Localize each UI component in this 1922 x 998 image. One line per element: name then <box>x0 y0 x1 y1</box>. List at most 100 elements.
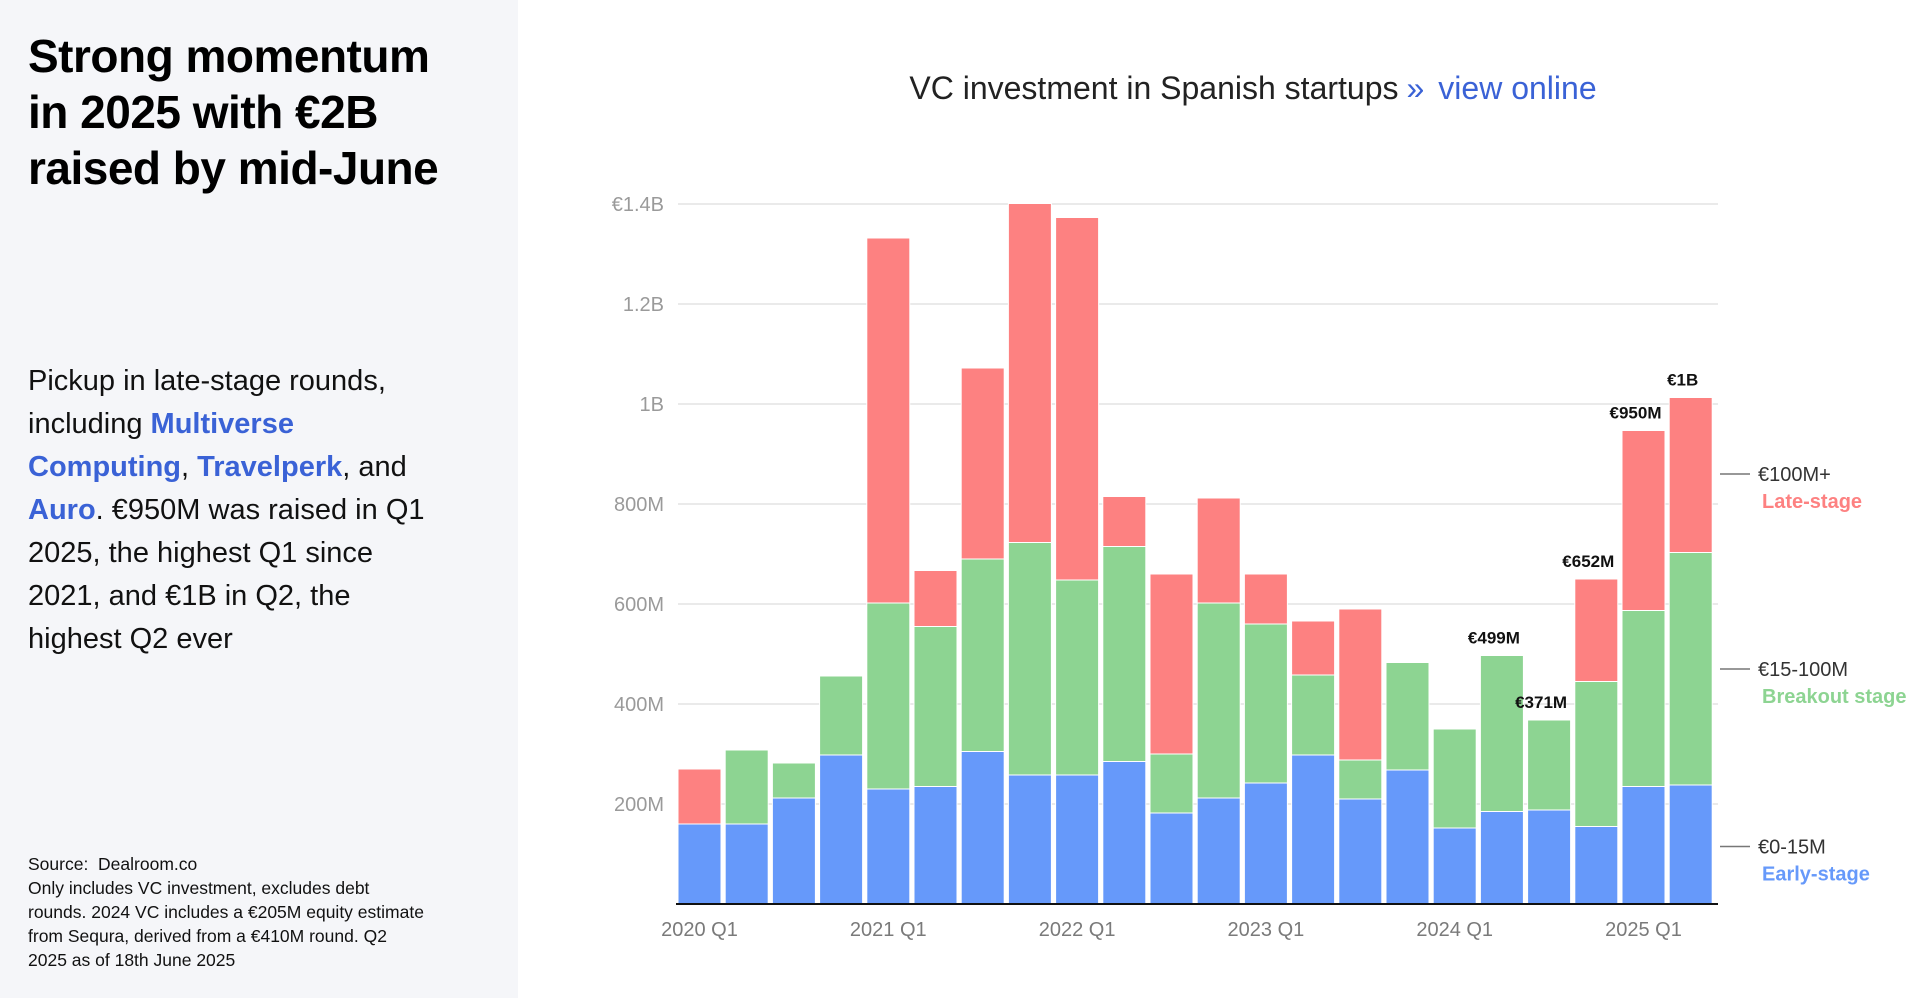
summary-text-part: , <box>181 451 198 483</box>
bar-segment-breakout <box>1574 681 1619 827</box>
bar-segment-breakout <box>1055 579 1100 776</box>
bar-segment-early <box>1338 798 1383 905</box>
source-name: Dealroom.co <box>98 854 198 874</box>
source-disclaimer: Only includes VC investment, excludes de… <box>28 878 424 970</box>
bar-segment-breakout <box>1621 610 1666 787</box>
y-tick-label: 1.2B <box>623 294 664 316</box>
bar-segment-breakout <box>1007 542 1052 776</box>
bar-segment-late <box>1574 578 1619 682</box>
chart-title: VC investment in Spanish startups <box>909 70 1398 106</box>
bar-segment-breakout <box>1527 719 1572 811</box>
x-tick-label: 2025 Q1 <box>1605 919 1682 941</box>
bar-segment-early <box>1668 784 1713 905</box>
source-note: Source: Dealroom.co Only includes VC inve… <box>28 852 428 972</box>
view-online-link[interactable]: view online <box>1438 70 1596 106</box>
bar-segment-late <box>1196 497 1241 604</box>
summary-text: Pickup in late-stage rounds, including M… <box>28 360 448 661</box>
summary-text-part: . €950M was raised in Q1 2025, the highe… <box>28 494 425 655</box>
bar-segment-early <box>1007 774 1052 905</box>
bar-segment-late <box>1243 573 1288 625</box>
legend-range: €100M+ <box>1758 464 1831 486</box>
bar-segment-early <box>1102 761 1147 905</box>
y-tick-label: €1.4B <box>612 194 664 216</box>
bar-segment-breakout <box>1668 552 1713 786</box>
bar-segment-breakout <box>819 675 864 756</box>
bar-segment-breakout <box>913 626 958 787</box>
bar-segment-late <box>1338 608 1383 761</box>
bars <box>677 203 1713 905</box>
chart-arrow: » <box>1407 70 1425 106</box>
bar-segment-early <box>1055 774 1100 905</box>
bar-segment-early <box>771 797 816 905</box>
bar-segment-early <box>960 751 1005 905</box>
y-tick-label: 1B <box>640 394 664 416</box>
bar-total-label: €371M <box>1515 693 1567 712</box>
bar-segment-late <box>1621 430 1666 611</box>
bar-segment-late <box>1102 496 1147 547</box>
x-tick-label: 2023 Q1 <box>1228 919 1305 941</box>
link-travelperk[interactable]: Travelperk <box>197 451 343 483</box>
bar-segment-early <box>1291 754 1336 905</box>
bar-total-label: €652M <box>1562 552 1614 571</box>
summary-text-part: Pickup in late-stage rounds, including <box>28 365 386 440</box>
bar-segment-breakout <box>1385 662 1430 771</box>
bar-segment-late <box>960 367 1005 560</box>
legend: €100M+ Late-stage €15-100M Breakout stage €0… <box>1720 464 1907 886</box>
bar-segment-late <box>1007 203 1052 543</box>
chart-title-line: VC investment in Spanish startups» view o… <box>909 70 1596 106</box>
bar-total-label: €1B <box>1667 371 1698 390</box>
bar-segment-breakout <box>1102 546 1147 762</box>
bar-segment-late <box>1668 397 1713 553</box>
legend-label-early: Early-stage <box>1762 864 1870 886</box>
bar-segment-late <box>677 768 722 825</box>
bar-segment-early <box>1527 809 1572 905</box>
bar-segment-breakout <box>1243 623 1288 784</box>
bar-segment-late <box>1291 620 1336 676</box>
bar-segment-early <box>1479 811 1524 905</box>
axes: 200M 400M 600M 800M 1B 1.2B €1.4B 2020 Q1 2021 Q… <box>612 194 1718 941</box>
bar-segment-breakout <box>1196 602 1241 799</box>
bar-segment-early <box>819 754 864 905</box>
y-tick-label: 400M <box>614 694 664 716</box>
bar-segment-late <box>913 570 958 627</box>
bar-total-label: €950M <box>1610 404 1662 423</box>
bar-segment-early <box>724 823 769 905</box>
bar-segment-early <box>1243 782 1288 905</box>
bar-segment-early <box>1196 797 1241 905</box>
source-label: Source: <box>28 854 89 874</box>
x-tick-label: 2024 Q1 <box>1416 919 1493 941</box>
bar-segment-early <box>677 823 722 905</box>
x-tick-label: 2022 Q1 <box>1039 919 1116 941</box>
bar-segment-early <box>1574 826 1619 905</box>
headline: Strong momentum in 2025 with €2B raised … <box>28 30 439 194</box>
bar-segment-early <box>913 786 958 905</box>
sidebar-panel: Strong momentum in 2025 with €2B raised … <box>0 0 518 998</box>
bar-segment-breakout <box>1149 753 1194 814</box>
bar-segment-early <box>1432 827 1477 905</box>
bar-segment-late <box>1055 217 1100 581</box>
legend-range: €0-15M <box>1758 837 1826 859</box>
bar-segment-early <box>1385 769 1430 905</box>
bar-annotations: €499M €371M €652M €950M €1B <box>1468 371 1698 713</box>
bar-segment-breakout <box>1479 655 1524 812</box>
bar-total-label: €499M <box>1468 629 1520 648</box>
bar-segment-early <box>866 788 911 905</box>
bar-segment-late <box>866 237 911 604</box>
bar-segment-breakout <box>866 602 911 790</box>
legend-label-late: Late-stage <box>1762 491 1862 513</box>
bar-segment-breakout <box>1338 759 1383 800</box>
summary-text-part: , and <box>342 451 407 483</box>
bar-segment-late <box>1149 573 1194 755</box>
bar-segment-breakout <box>771 762 816 799</box>
bar-segment-early <box>1621 786 1666 905</box>
link-auro[interactable]: Auro <box>28 494 96 526</box>
legend-label-breakout: Breakout stage <box>1762 686 1907 708</box>
bar-segment-breakout <box>1432 728 1477 829</box>
link-multiverse-computing[interactable]: Multiverse Computing <box>28 408 294 483</box>
x-tick-label: 2021 Q1 <box>850 919 927 941</box>
bar-segment-breakout <box>1291 674 1336 756</box>
x-tick-label: 2020 Q1 <box>661 919 738 941</box>
bar-segment-early <box>1149 812 1194 905</box>
legend-range: €15-100M <box>1758 659 1848 681</box>
